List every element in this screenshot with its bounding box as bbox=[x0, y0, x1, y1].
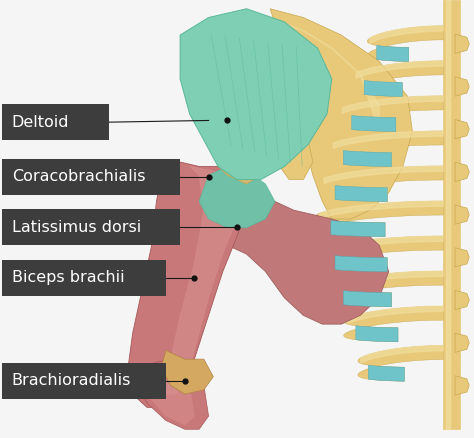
Polygon shape bbox=[455, 376, 469, 395]
Polygon shape bbox=[199, 166, 275, 228]
Text: Brachioradialis: Brachioradialis bbox=[12, 373, 131, 388]
Polygon shape bbox=[320, 236, 443, 272]
Polygon shape bbox=[443, 0, 460, 429]
Polygon shape bbox=[128, 162, 246, 407]
Polygon shape bbox=[270, 9, 412, 219]
Polygon shape bbox=[128, 359, 209, 429]
Polygon shape bbox=[333, 271, 443, 289]
Polygon shape bbox=[358, 346, 443, 381]
FancyBboxPatch shape bbox=[2, 104, 109, 140]
Polygon shape bbox=[356, 61, 443, 78]
Polygon shape bbox=[161, 350, 213, 394]
Polygon shape bbox=[353, 61, 443, 96]
Polygon shape bbox=[455, 77, 469, 96]
Polygon shape bbox=[171, 166, 389, 324]
Text: Coracobrachialis: Coracobrachialis bbox=[12, 170, 146, 184]
Polygon shape bbox=[280, 22, 379, 131]
Polygon shape bbox=[339, 96, 443, 131]
Polygon shape bbox=[377, 46, 409, 61]
Polygon shape bbox=[324, 236, 443, 254]
FancyBboxPatch shape bbox=[2, 260, 166, 296]
Polygon shape bbox=[166, 166, 242, 394]
Polygon shape bbox=[320, 166, 443, 201]
Polygon shape bbox=[280, 131, 313, 180]
Polygon shape bbox=[343, 291, 392, 307]
Polygon shape bbox=[324, 166, 443, 184]
Polygon shape bbox=[455, 162, 469, 181]
Polygon shape bbox=[367, 26, 443, 61]
Polygon shape bbox=[455, 248, 469, 267]
FancyBboxPatch shape bbox=[2, 209, 180, 245]
Text: Latissimus dorsi: Latissimus dorsi bbox=[12, 220, 141, 235]
Polygon shape bbox=[329, 271, 443, 307]
Polygon shape bbox=[333, 131, 443, 148]
Polygon shape bbox=[344, 306, 443, 342]
Polygon shape bbox=[455, 34, 469, 53]
Polygon shape bbox=[335, 256, 387, 272]
Polygon shape bbox=[335, 186, 387, 201]
Polygon shape bbox=[180, 9, 332, 180]
Polygon shape bbox=[356, 326, 398, 342]
Text: Biceps brachii: Biceps brachii bbox=[12, 270, 125, 285]
Text: Deltoid: Deltoid bbox=[12, 115, 69, 130]
Polygon shape bbox=[455, 333, 469, 352]
Polygon shape bbox=[368, 365, 404, 381]
Polygon shape bbox=[319, 201, 443, 219]
Polygon shape bbox=[343, 151, 392, 166]
Polygon shape bbox=[446, 0, 450, 429]
Polygon shape bbox=[343, 96, 443, 113]
Polygon shape bbox=[364, 81, 402, 96]
Polygon shape bbox=[370, 26, 443, 43]
Polygon shape bbox=[347, 306, 443, 324]
Polygon shape bbox=[455, 120, 469, 139]
Polygon shape bbox=[147, 372, 194, 425]
Polygon shape bbox=[455, 205, 469, 224]
Polygon shape bbox=[329, 131, 443, 166]
Polygon shape bbox=[331, 221, 385, 237]
Polygon shape bbox=[361, 346, 443, 363]
Polygon shape bbox=[315, 201, 443, 237]
FancyBboxPatch shape bbox=[2, 363, 166, 399]
Polygon shape bbox=[218, 153, 261, 184]
Polygon shape bbox=[352, 116, 396, 131]
FancyBboxPatch shape bbox=[2, 159, 180, 195]
Polygon shape bbox=[455, 290, 469, 310]
